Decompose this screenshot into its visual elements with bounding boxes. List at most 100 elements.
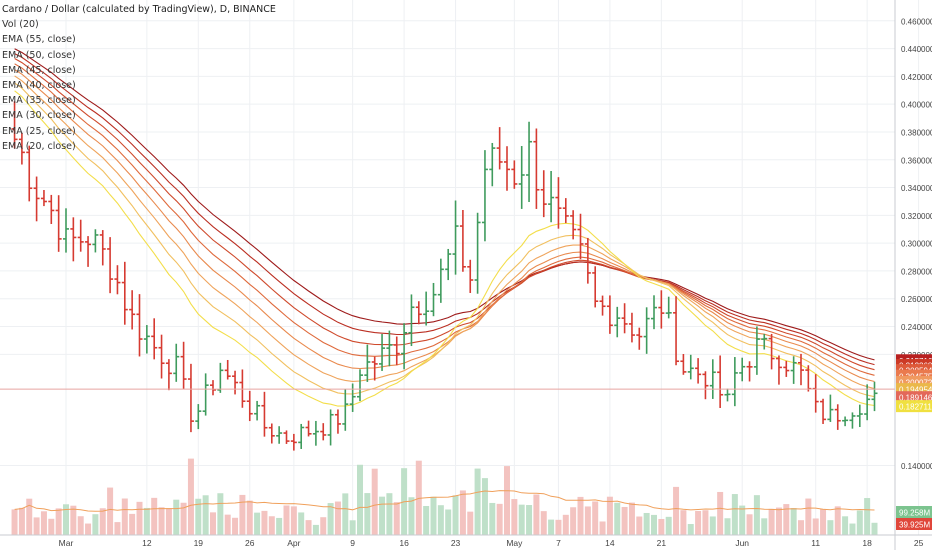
price-tick-label: 0.140000	[901, 462, 932, 471]
time-tick-label: 14	[605, 538, 615, 548]
price-tag-label: 0.194954	[899, 386, 932, 395]
time-tick-label: Apr	[287, 538, 300, 548]
volume-bar	[445, 509, 452, 535]
volume-bar	[70, 505, 77, 535]
volume-tags: 99.258M 39.925M	[896, 506, 932, 530]
ohlc-bar	[540, 170, 547, 218]
ohlc-bar	[224, 359, 231, 380]
ohlc-bar	[217, 362, 224, 393]
ema-ribbon	[14, 48, 875, 407]
ohlc-bar	[459, 209, 466, 272]
ohlc-bar	[202, 373, 209, 416]
volume-bar	[423, 506, 430, 535]
volume-bar	[305, 520, 312, 535]
volume-bar	[415, 460, 422, 535]
ohlc-bar	[849, 412, 856, 429]
ohlc-bar	[673, 296, 680, 366]
ohlc-bar	[246, 390, 253, 422]
volume-bar	[320, 517, 327, 535]
price-tag-label: 0.189146	[899, 394, 932, 403]
ohlc-bar	[724, 388, 731, 402]
ohlc-bar	[555, 177, 562, 229]
ohlc-bar	[55, 195, 62, 252]
ohlc-bar	[254, 400, 261, 421]
ohlc-bar	[173, 343, 180, 382]
volume-bar	[379, 496, 386, 535]
ohlc-bar	[798, 353, 804, 386]
ohlc-bar	[334, 409, 341, 434]
volume-bar	[254, 512, 261, 535]
ohlc-bar	[783, 360, 790, 377]
ohlc-bar	[276, 426, 283, 444]
ohlc-bar	[658, 290, 665, 329]
ohlc-bar	[827, 394, 834, 422]
volume-bar	[731, 494, 738, 535]
ohlc-bar	[408, 294, 415, 347]
price-tick-label: 0.320000	[901, 212, 932, 221]
ohlc-bar	[312, 420, 319, 446]
ema-line-35	[14, 69, 875, 383]
volume-bar	[695, 510, 702, 535]
ohlc-bar	[504, 146, 510, 191]
volume-bar	[92, 514, 99, 535]
volume-bar	[26, 498, 33, 535]
ohlc-bar	[290, 433, 297, 451]
price-tag: 0.182711	[896, 400, 932, 413]
volume-bar	[327, 503, 334, 535]
volume-bar	[474, 468, 481, 535]
volume-bar	[85, 523, 92, 535]
volume-bar	[775, 507, 782, 535]
volume-bar	[232, 517, 239, 535]
ohlc-bar	[165, 359, 172, 391]
ohlc-bar	[731, 357, 738, 407]
ema-line-45	[14, 58, 875, 371]
ema-line-25	[14, 82, 875, 398]
volume-tag: 39.925M	[896, 518, 932, 530]
ohlc-bar	[570, 210, 577, 240]
ohlc-bar	[48, 194, 55, 225]
volume-bar	[621, 506, 628, 535]
ohlc-bar	[621, 303, 628, 334]
ohlc-bar	[11, 101, 18, 149]
price-tick-label: 0.240000	[901, 323, 932, 332]
ohlc-bar	[584, 237, 591, 284]
volume-bar	[518, 504, 525, 535]
volume-bar	[187, 458, 194, 535]
price-tick-label: 0.420000	[901, 73, 932, 82]
ohlc-bar	[85, 236, 92, 267]
volume-bar	[239, 494, 246, 535]
volume-bar	[195, 498, 202, 535]
volume-bars	[11, 458, 878, 535]
ohlc-bar	[518, 146, 525, 209]
ohlc-bar	[158, 334, 165, 379]
volume-bar	[217, 493, 224, 535]
ohlc-bar	[606, 295, 613, 334]
legend-indicator: EMA (30, close)	[2, 110, 76, 122]
legend-indicator: Vol (20)	[2, 19, 39, 31]
volume-bar	[158, 507, 165, 535]
ohlc-bar	[121, 261, 128, 325]
volume-bar	[496, 503, 503, 535]
ohlc-bar	[70, 217, 77, 262]
ohlc-bar	[864, 384, 871, 421]
legend-indicator: EMA (40, close)	[2, 80, 76, 92]
volume-bar	[680, 510, 687, 535]
legend-title: Cardano / Dollar (calculated by TradingV…	[2, 4, 276, 15]
volume-bar	[599, 521, 606, 535]
ohlc-bar	[820, 398, 827, 424]
ohlc-bar	[562, 198, 569, 224]
volume-bar	[114, 522, 121, 535]
ohlc-bar	[379, 333, 386, 371]
volume-bar	[77, 516, 84, 535]
price-tick-label: 0.380000	[901, 128, 932, 137]
volume-bar	[40, 511, 47, 535]
volume-bar	[533, 494, 540, 535]
legend-indicator: EMA (50, close)	[2, 49, 76, 61]
volume-bar	[614, 502, 621, 535]
time-axis: Mar 12 19 26 Apr 9 16 23 May 7 14 21 Jun 11 18 25	[0, 534, 932, 548]
legend-indicator: EMA (20, close)	[2, 140, 76, 152]
ohlc-bar	[99, 230, 106, 266]
ohlc-bar	[761, 333, 768, 350]
ohlc-bar	[33, 176, 40, 222]
